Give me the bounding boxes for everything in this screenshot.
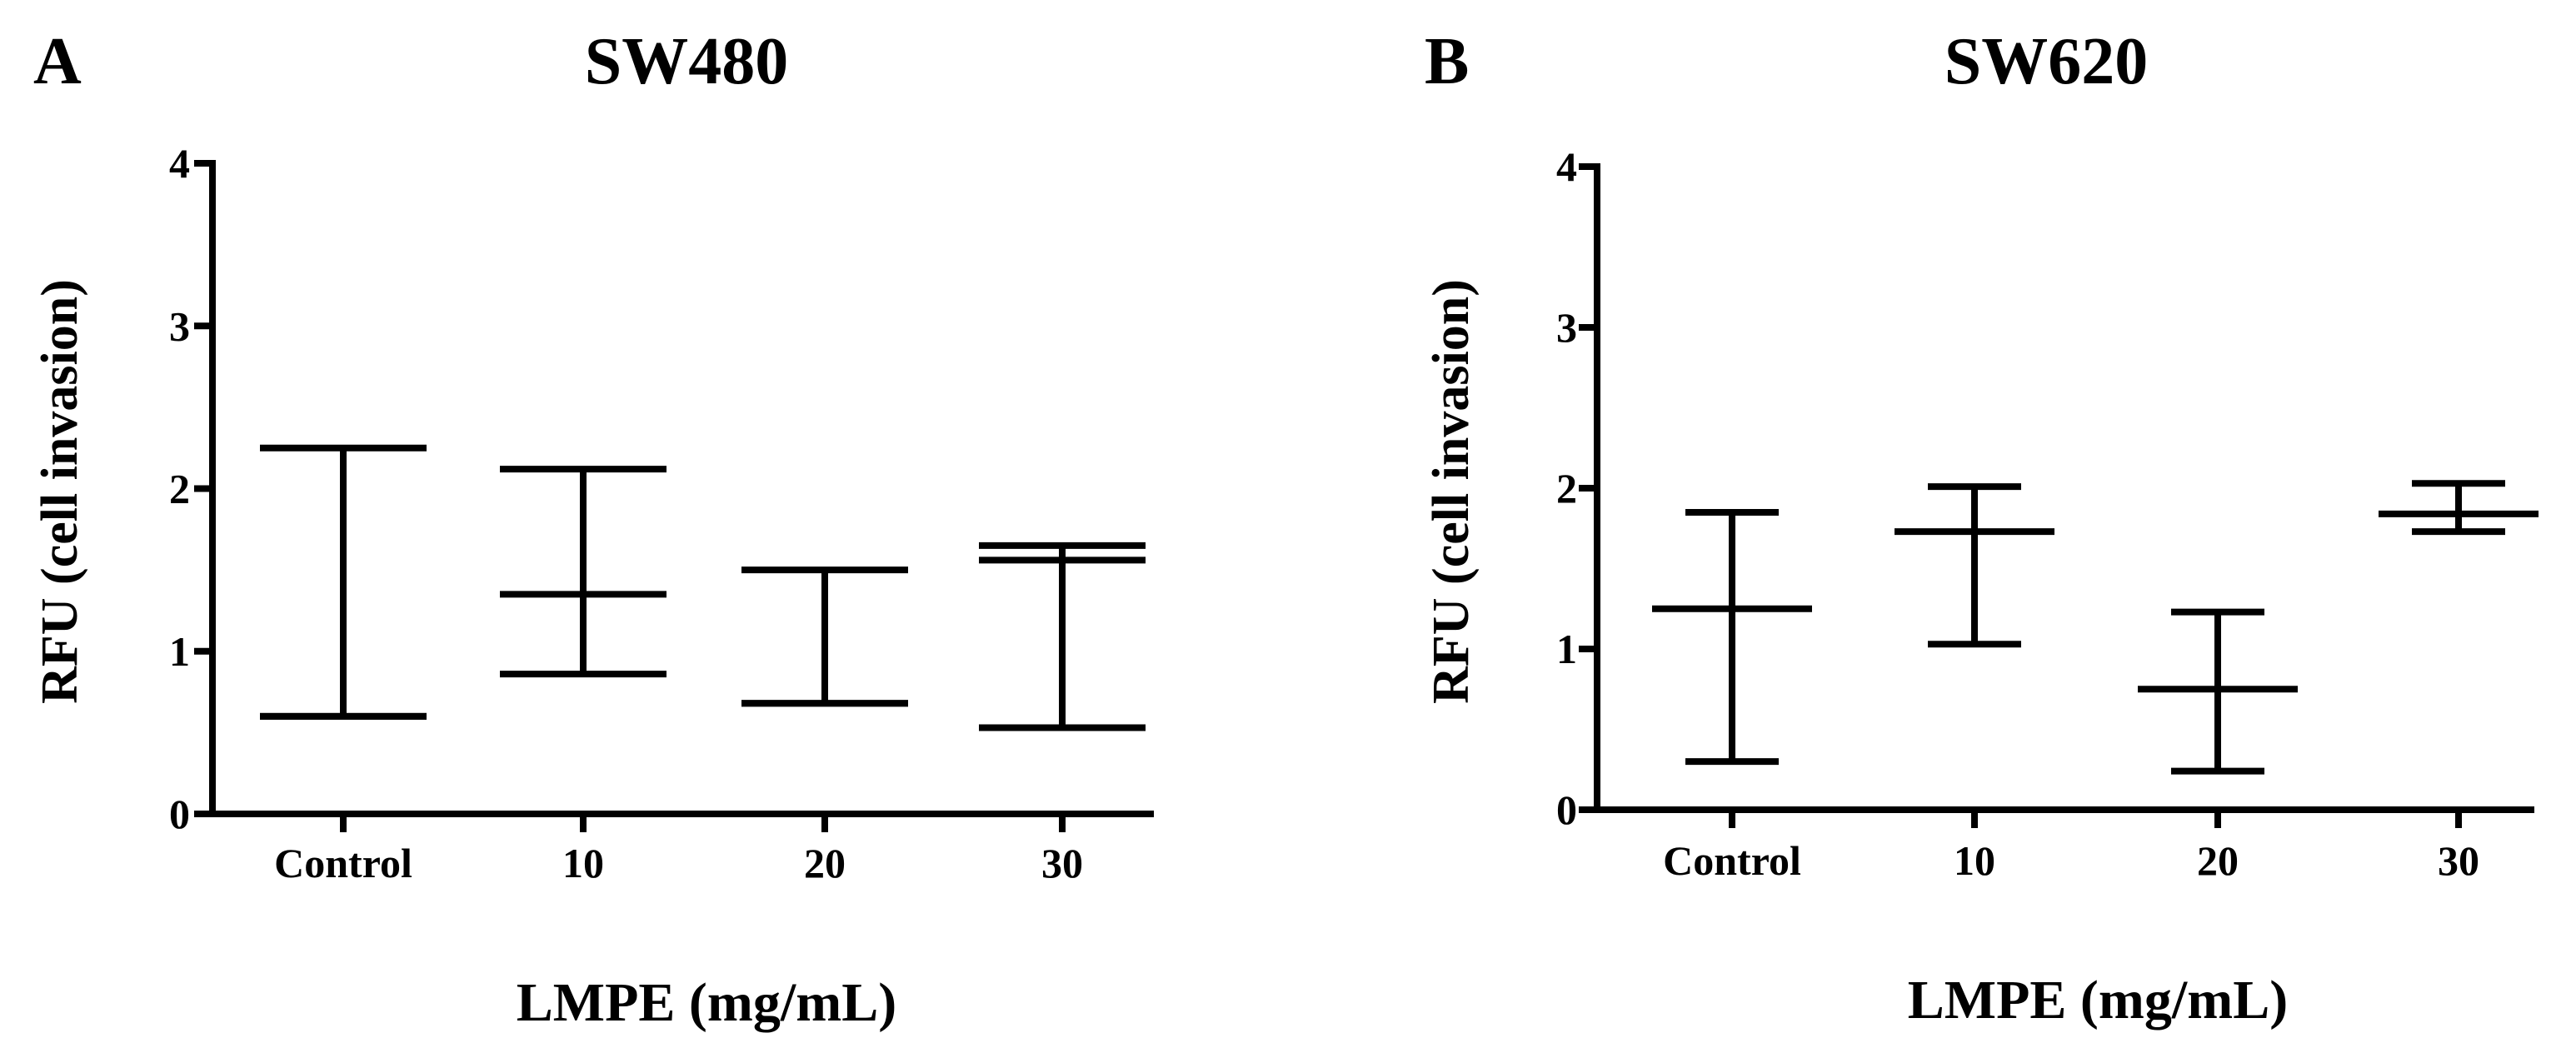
chart-title: SW620 (1944, 25, 2149, 98)
chart-title: SW480 (585, 25, 789, 98)
x-tick-label: 10 (562, 840, 604, 886)
panel-b: B SW620 0 1 2 3 4 Control 10 20 30 RFU (cell invasi… (1423, 25, 2539, 1031)
panel-a: A SW480 0 1 2 3 4 Control 10 20 30 RFU (cell invasi… (32, 25, 1154, 1033)
y-tick-label: 4 (169, 140, 190, 187)
x-tick-label: 20 (804, 840, 846, 886)
x-axis-label: LMPE (mg/mL) (517, 972, 896, 1033)
y-tick-label: 4 (1556, 143, 1577, 190)
x-tick-label: 30 (1041, 840, 1083, 886)
y-tick-label: 3 (169, 302, 190, 349)
y-axis-label: RFU (cell invasion) (32, 279, 88, 704)
y-tick-label: 2 (1556, 465, 1577, 512)
panel-letter: A (33, 25, 82, 98)
y-axis-label: RFU (cell invasion) (1423, 279, 1480, 704)
y-tick-label: 0 (169, 791, 190, 837)
panel-letter: B (1425, 25, 1469, 98)
y-tick-label: 2 (169, 466, 190, 512)
y-tick-label: 1 (1556, 626, 1577, 672)
x-tick-label: Control (1663, 837, 1801, 884)
x-tick-label: 30 (2438, 837, 2479, 884)
y-tick-label: 1 (169, 628, 190, 675)
x-axis-label: LMPE (mg/mL) (1908, 970, 2288, 1031)
y-tick-label: 0 (1556, 786, 1577, 833)
x-tick-label: 10 (1954, 837, 1995, 884)
x-tick-label: 20 (2197, 837, 2239, 884)
y-tick-label: 3 (1556, 304, 1577, 351)
x-tick-label: Control (274, 840, 412, 886)
